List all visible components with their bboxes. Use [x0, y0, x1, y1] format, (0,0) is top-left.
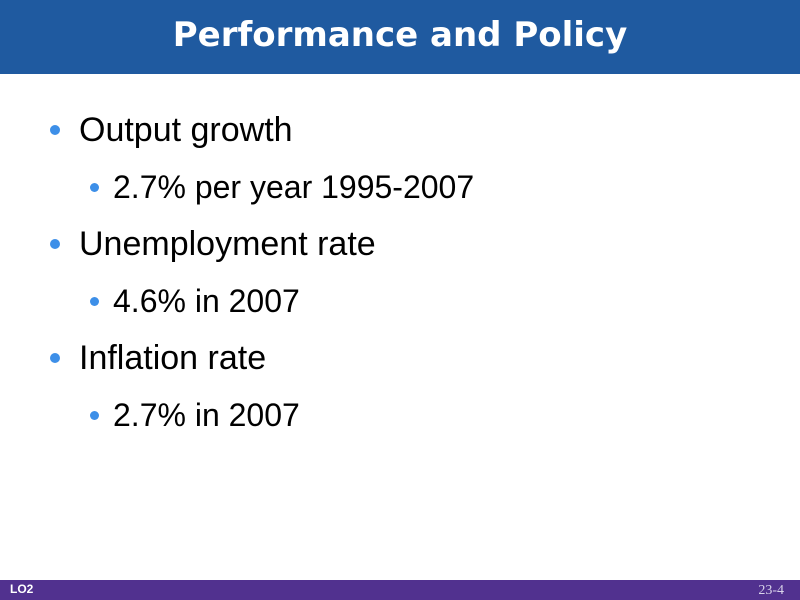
bullet-inflation-rate: Inflation rate [50, 338, 266, 378]
title-bar: Performance and Policy [0, 0, 800, 74]
slide-title: Performance and Policy [172, 15, 628, 55]
bullet-dot-icon [50, 239, 60, 249]
footer-bar: LO2 23-4 [0, 580, 800, 600]
bullet-list: Output growth 2.7% per year 1995-2007 Un… [50, 110, 474, 435]
slide-number: 23-4 [758, 583, 784, 598]
sub-bullet-inflation-rate: 2.7% in 2007 [90, 395, 300, 435]
bullet-unemployment-rate: Unemployment rate [50, 224, 376, 264]
sub-bullet-output-growth: 2.7% per year 1995-2007 [90, 167, 474, 207]
bullet-dot-icon [90, 182, 99, 192]
sub-bullet-unemployment-rate: 4.6% in 2007 [90, 281, 300, 321]
bullet-label: Inflation rate [79, 338, 267, 377]
bullet-output-growth: Output growth [50, 110, 293, 150]
bullet-dot-icon [90, 410, 99, 420]
sub-bullet-label: 4.6% in 2007 [113, 282, 300, 319]
sub-bullet-label: 2.7% in 2007 [113, 396, 300, 433]
bullet-dot-icon [50, 125, 60, 135]
bullet-label: Output growth [79, 110, 293, 149]
bullet-dot-icon [50, 353, 60, 363]
bullet-label: Unemployment rate [79, 224, 376, 263]
learning-objective-label: LO2 [10, 582, 34, 596]
bullet-dot-icon [90, 296, 99, 306]
sub-bullet-label: 2.7% per year 1995-2007 [113, 168, 475, 205]
